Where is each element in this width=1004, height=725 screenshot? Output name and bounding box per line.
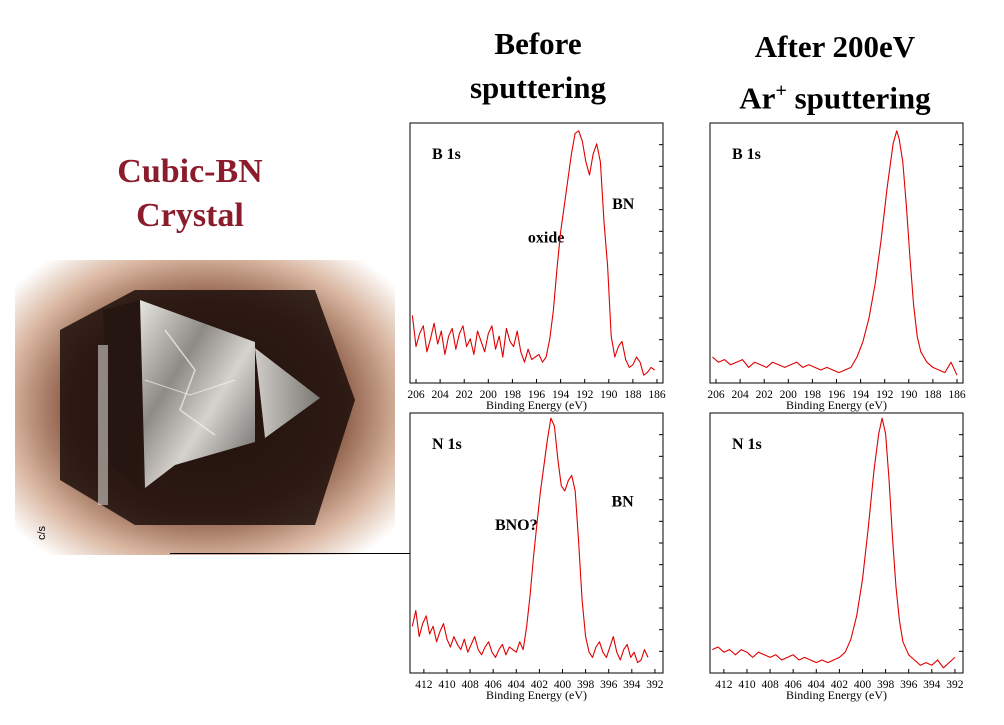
- x-tick-label: 202: [456, 389, 474, 401]
- panel-label: B 1s: [432, 146, 461, 163]
- x-tick-label: 196: [828, 389, 846, 401]
- x-tick-label: 206: [407, 389, 425, 401]
- before-heading-line2: sputtering: [469, 70, 607, 105]
- x-tick-label: 200: [480, 389, 498, 401]
- x-tick-label: 412: [415, 679, 433, 691]
- x-tick-label: 194: [552, 389, 570, 401]
- photo-connector-line: [170, 553, 410, 554]
- x-tick-label: 188: [624, 389, 642, 401]
- x-tick-label: 192: [576, 389, 594, 401]
- peak-annotation: BNO?: [495, 517, 538, 534]
- after-heading-sputtering: sputtering: [786, 80, 931, 116]
- x-tick-label: 400: [854, 679, 872, 691]
- x-tick-label: 404: [808, 679, 826, 691]
- x-tick-label: 396: [600, 679, 618, 691]
- crystal-top-facet: [140, 300, 255, 488]
- x-tick-label: 186: [948, 389, 966, 401]
- x-tick-label: 392: [946, 679, 964, 691]
- crystal-edge-reflection: [98, 345, 108, 505]
- x-tick-label: 402: [831, 679, 849, 691]
- plot-frame: [409, 412, 664, 674]
- x-tick-label: 410: [438, 679, 456, 691]
- panel-label: N 1s: [432, 436, 462, 453]
- n1s-before-chart: 412 410 408 406 404 402 400 398 396 394 392 Binding…: [409, 412, 664, 702]
- b1s-before-chart: 206 204 202 200 198 196 194 192 190 188 186 Binding…: [407, 122, 666, 412]
- x-tick-label: 410: [738, 679, 756, 691]
- crystal-title-line1: Cubic-BN: [117, 153, 263, 190]
- x-tick-label: 400: [554, 679, 572, 691]
- peak-annotation: BN: [612, 196, 635, 213]
- crystal-title-line2: Crystal: [136, 197, 244, 234]
- b1s-after-chart: 206 204 202 200 198 196 194 192 190 188 186 Binding…: [707, 122, 966, 412]
- crystal-tip-facet: [255, 348, 320, 438]
- x-tick-label: 394: [923, 679, 941, 691]
- x-tick-label: 204: [431, 389, 449, 401]
- peak-annotation: BN: [611, 494, 634, 511]
- after-sputtering-heading: After 200eV Ar+ sputtering: [700, 25, 970, 120]
- x-tick-label: 198: [504, 389, 522, 401]
- x-tick-label: 198: [804, 389, 822, 401]
- after-heading-ar: Ar: [739, 80, 776, 116]
- x-tick-label: 190: [600, 389, 618, 401]
- x-tick-label: 192: [876, 389, 894, 401]
- x-tick-label: 204: [731, 389, 749, 401]
- crystal-title: Cubic-BN Crystal: [80, 150, 300, 238]
- spectrum-trace: [712, 130, 958, 376]
- x-tick-label: 186: [648, 389, 666, 401]
- x-tick-label: 406: [785, 679, 803, 691]
- after-heading-plus: +: [775, 80, 787, 102]
- x-tick-label: 398: [577, 679, 595, 691]
- x-tick-label: 412: [715, 679, 733, 691]
- panel-label: N 1s: [732, 436, 762, 453]
- plot-frame: [709, 122, 964, 384]
- before-heading-line1: Before: [494, 26, 582, 61]
- n1s-after-chart: 412 410 408 406 404 402 400 398 396 394 392 Binding…: [709, 412, 964, 702]
- x-tick-label: 194: [852, 389, 870, 401]
- after-heading-line1: After 200eV: [754, 29, 916, 64]
- x-tick-label: 396: [900, 679, 918, 691]
- crystal-photo: [15, 260, 395, 555]
- x-tick-label: 188: [924, 389, 942, 401]
- x-tick-label: 202: [756, 389, 774, 401]
- x-tick-label: 206: [707, 389, 725, 401]
- x-axis-label: Binding Energy (eV): [486, 398, 587, 412]
- crystal-highlight-2: [144, 379, 236, 396]
- x-tick-label: 402: [531, 679, 549, 691]
- before-sputtering-heading: Before sputtering: [440, 22, 636, 110]
- x-tick-label: 398: [877, 679, 895, 691]
- x-axis-label: Binding Energy (eV): [486, 688, 587, 702]
- x-tick-label: 196: [528, 389, 546, 401]
- crystal-left-face: [103, 300, 140, 490]
- panel-label: B 1s: [732, 146, 761, 163]
- spectrum-trace: [411, 130, 655, 376]
- crystal-highlight: [164, 329, 216, 436]
- x-axis-label: Binding Energy (eV): [786, 398, 887, 412]
- x-tick-label: 404: [508, 679, 526, 691]
- x-tick-label: 408: [761, 679, 779, 691]
- x-tick-label: 408: [461, 679, 479, 691]
- counts-per-second-label: c/s: [36, 525, 48, 540]
- after-heading-line2: Ar+ sputtering: [700, 69, 970, 120]
- plot-frame: [409, 122, 664, 384]
- x-tick-label: 406: [485, 679, 503, 691]
- peak-annotation: oxide: [528, 230, 564, 247]
- x-tick-label: 200: [780, 389, 798, 401]
- x-tick-label: 394: [623, 679, 641, 691]
- x-tick-label: 392: [646, 679, 664, 691]
- spectrum-trace: [712, 417, 956, 669]
- spectrum-trace: [411, 417, 649, 664]
- x-tick-label: 190: [900, 389, 918, 401]
- x-axis-label: Binding Energy (eV): [786, 688, 887, 702]
